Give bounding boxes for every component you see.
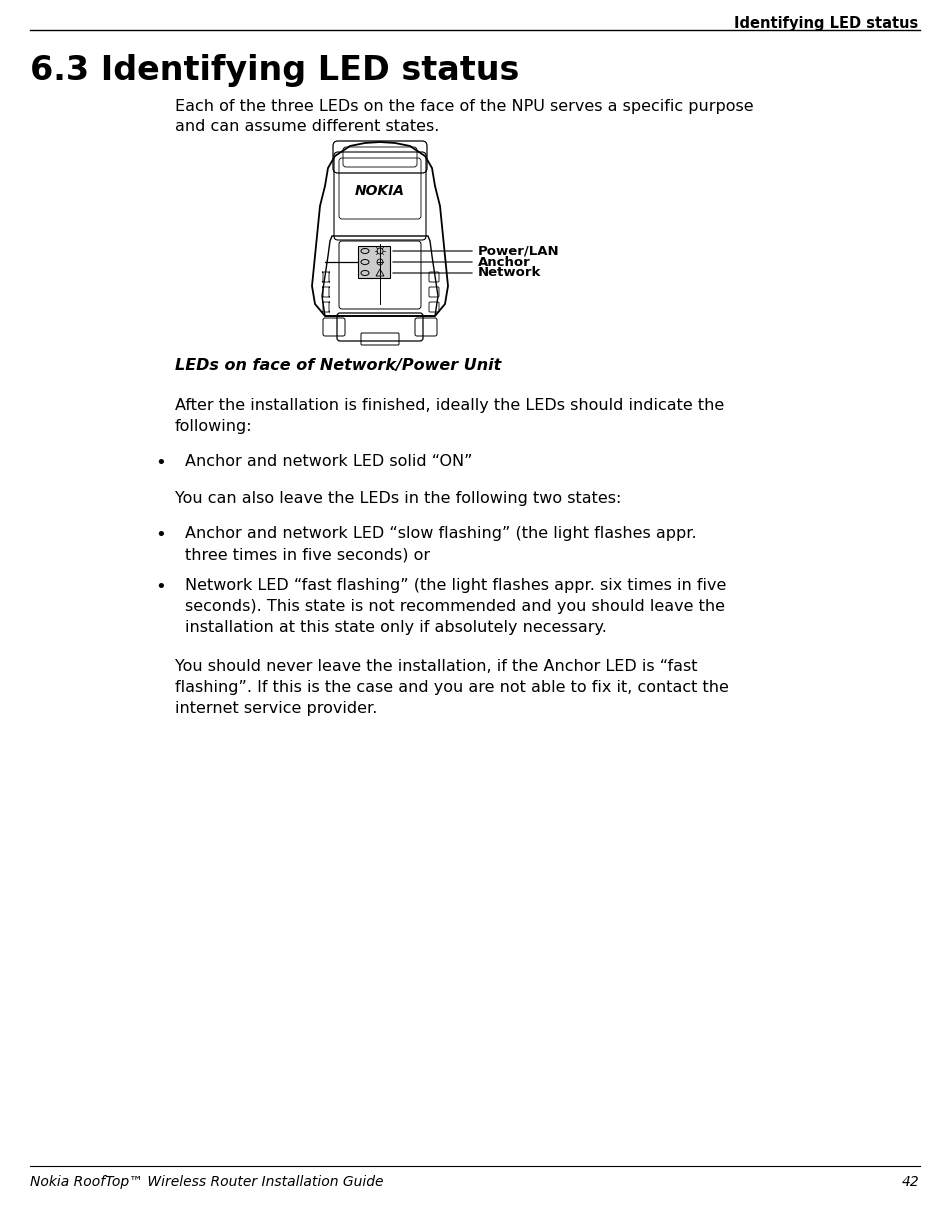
- Text: three times in five seconds) or: three times in five seconds) or: [185, 547, 430, 562]
- Text: Anchor and network LED solid “ON”: Anchor and network LED solid “ON”: [185, 454, 472, 469]
- Text: •: •: [155, 527, 166, 544]
- Text: •: •: [155, 578, 166, 596]
- Bar: [358, 246, 390, 278]
- Text: installation at this state only if absolutely necessary.: installation at this state only if absol…: [185, 620, 607, 635]
- Text: Nokia RoofTop™ Wireless Router Installation Guide: Nokia RoofTop™ Wireless Router Installat…: [30, 1175, 384, 1189]
- Text: 6.3 Identifying LED status: 6.3 Identifying LED status: [30, 54, 519, 88]
- Text: Anchor: Anchor: [478, 255, 531, 269]
- Text: LEDs on face of Network/Power Unit: LEDs on face of Network/Power Unit: [175, 358, 502, 373]
- Text: internet service provider.: internet service provider.: [175, 700, 377, 716]
- Text: Anchor and network LED “slow flashing” (the light flashes appr.: Anchor and network LED “slow flashing” (…: [185, 527, 696, 541]
- Text: Network LED “fast flashing” (the light flashes appr. six times in five: Network LED “fast flashing” (the light f…: [185, 578, 726, 593]
- Text: NOKIA: NOKIA: [355, 184, 405, 198]
- Text: •: •: [155, 454, 166, 472]
- Text: seconds). This state is not recommended and you should leave the: seconds). This state is not recommended …: [185, 599, 725, 614]
- Text: 42: 42: [902, 1175, 920, 1189]
- Text: and can assume different states.: and can assume different states.: [175, 119, 439, 134]
- Text: Network: Network: [478, 266, 541, 280]
- Text: Power/LAN: Power/LAN: [478, 244, 560, 258]
- Text: You should never leave the installation, if the Anchor LED is “fast: You should never leave the installation,…: [175, 659, 697, 674]
- Text: After the installation is finished, ideally the LEDs should indicate the: After the installation is finished, idea…: [175, 398, 725, 413]
- Text: You can also leave the LEDs in the following two states:: You can also leave the LEDs in the follo…: [175, 491, 621, 506]
- Text: Each of the three LEDs on the face of the NPU serves a specific purpose: Each of the three LEDs on the face of th…: [175, 98, 754, 114]
- Text: Identifying LED status: Identifying LED status: [734, 16, 918, 30]
- Text: following:: following:: [175, 420, 252, 434]
- Text: flashing”. If this is the case and you are not able to fix it, contact the: flashing”. If this is the case and you a…: [175, 680, 729, 696]
